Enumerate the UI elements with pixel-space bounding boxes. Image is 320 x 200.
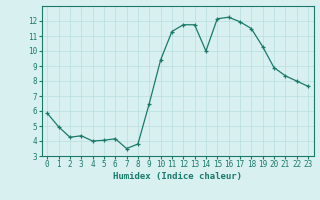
X-axis label: Humidex (Indice chaleur): Humidex (Indice chaleur) bbox=[113, 172, 242, 181]
